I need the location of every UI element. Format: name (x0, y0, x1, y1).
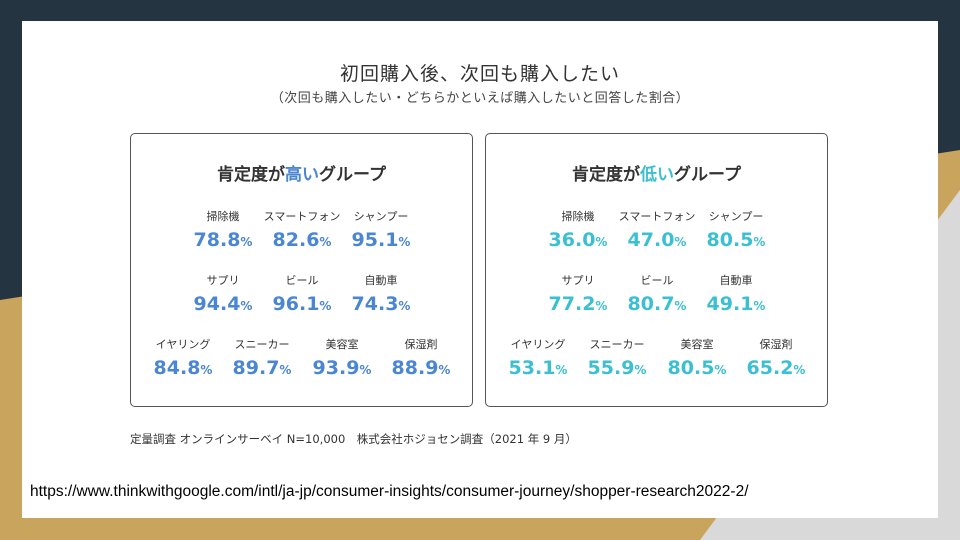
stat-value: 82.6% (272, 229, 332, 251)
stat-label: スニーカー (234, 338, 290, 351)
stat-label: 美容室 (325, 338, 359, 351)
slide-subtitle: （次回も購入したい・どちらかといえば購入したいと回答した割合） (270, 91, 690, 106)
stat-item: 美容室 93.9% (292, 338, 392, 384)
stat-label: スニーカー (589, 338, 645, 351)
stat-item: イヤリング 84.8% (133, 338, 233, 384)
stat-label: 自動車 (364, 274, 398, 287)
stat-value: 89.7% (232, 357, 292, 379)
stat-item: スニーカー 89.7% (212, 338, 312, 384)
stat-item: 自動車 74.3% (331, 274, 431, 320)
stat-value: 47.0% (627, 229, 687, 251)
stat-label: サプリ (206, 274, 240, 287)
stat-value: 95.1% (351, 229, 411, 251)
stat-value: 49.1% (706, 293, 766, 315)
stat-item: 保湿剤 88.9% (371, 338, 471, 384)
panel-title-high-highlight: 高い (285, 165, 319, 185)
stat-value: 65.2% (746, 357, 806, 379)
stat-item: イヤリング 53.1% (488, 338, 588, 384)
slide: 初回購入後、次回も購入したい （次回も購入したい・どちらかといえば購入したいと回… (22, 21, 938, 518)
stat-value: 53.1% (508, 357, 568, 379)
stat-value: 80.7% (627, 293, 687, 315)
panel-high-group: 肯定度が高いグループ 掃除機 78.8% スマートフォン 82.6% シャンプー 95… (130, 133, 473, 407)
slide-title: 初回購入後、次回も購入したい (339, 63, 620, 85)
stat-label: サプリ (561, 274, 595, 287)
stat-item: 保湿剤 65.2% (726, 338, 826, 384)
stat-value: 88.9% (391, 357, 451, 379)
stat-item: ビール 80.7% (607, 274, 707, 320)
stat-label: スマートフォン (618, 210, 696, 223)
panel-title-low-pre: 肯定度が (572, 165, 640, 185)
stat-value: 96.1% (272, 293, 332, 315)
panel-title-high: 肯定度が高いグループ (131, 160, 472, 185)
stat-item: 美容室 80.5% (647, 338, 747, 384)
source-url[interactable]: https://www.thinkwithgoogle.com/intl/ja-… (30, 483, 749, 500)
panel-title-low-post: グループ (674, 165, 741, 185)
stat-item: スニーカー 55.9% (567, 338, 667, 384)
stat-value: 55.9% (587, 357, 647, 379)
stat-value: 36.0% (548, 229, 608, 251)
stat-item: ビール 96.1% (252, 274, 352, 320)
survey-footnote: 定量調査 オンラインサーベイ N=10,000 株式会社ホジョセン調査（2021… (130, 432, 577, 446)
stat-label: 美容室 (680, 338, 714, 351)
panel-title-high-post: グループ (319, 165, 386, 185)
stat-label: 掃除機 (561, 210, 595, 223)
stat-label: 保湿剤 (404, 338, 438, 351)
stat-item: 掃除機 36.0% (528, 210, 628, 256)
stat-item: スマートフォン 82.6% (252, 210, 352, 256)
stat-item: シャンプー 95.1% (331, 210, 431, 256)
stat-value: 80.5% (667, 357, 727, 379)
stat-value: 74.3% (351, 293, 411, 315)
stat-item: サプリ 77.2% (528, 274, 628, 320)
panel-low-group: 肯定度が低いグループ 掃除機 36.0% スマートフォン 47.0% シャンプー 80… (485, 133, 828, 407)
stat-value: 80.5% (706, 229, 766, 251)
stat-item: シャンプー 80.5% (686, 210, 786, 256)
stat-label: ビール (640, 274, 674, 287)
stat-value: 78.8% (193, 229, 253, 251)
panel-title-low: 肯定度が低いグループ (486, 160, 827, 185)
stat-label: シャンプー (353, 210, 409, 223)
stat-label: イヤリング (155, 338, 211, 351)
stat-value: 93.9% (312, 357, 372, 379)
stat-value: 77.2% (548, 293, 608, 315)
stat-item: サプリ 94.4% (173, 274, 273, 320)
stat-label: シャンプー (708, 210, 764, 223)
stat-value: 94.4% (193, 293, 253, 315)
stat-label: イヤリング (510, 338, 566, 351)
stat-item: 掃除機 78.8% (173, 210, 273, 256)
stat-label: 掃除機 (206, 210, 240, 223)
panel-title-low-highlight: 低い (640, 165, 674, 185)
stat-label: 保湿剤 (759, 338, 793, 351)
stat-label: スマートフォン (263, 210, 341, 223)
stat-value: 84.8% (153, 357, 213, 379)
panel-title-high-pre: 肯定度が (217, 165, 285, 185)
stat-label: ビール (285, 274, 319, 287)
stat-item: スマートフォン 47.0% (607, 210, 707, 256)
stat-label: 自動車 (719, 274, 753, 287)
stat-item: 自動車 49.1% (686, 274, 786, 320)
